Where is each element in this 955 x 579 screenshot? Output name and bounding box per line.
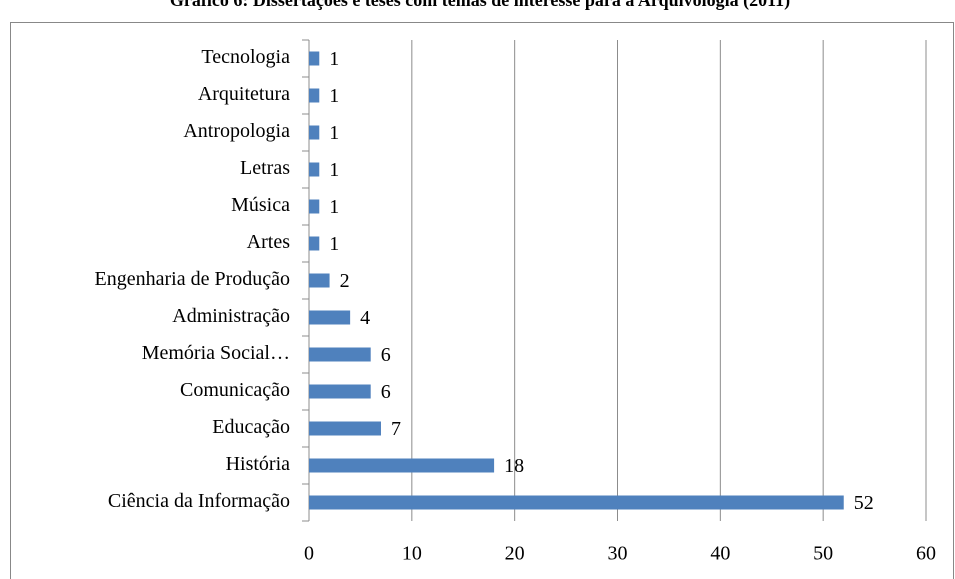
x-tick-label: 30 (608, 543, 628, 565)
data-label: 1 (329, 196, 339, 218)
bar (309, 162, 320, 177)
y-tick-label: Educação (212, 416, 290, 438)
y-tick-label: Tecnologia (201, 46, 290, 68)
data-label: 6 (381, 381, 391, 403)
y-tick-label: Música (231, 194, 290, 216)
bar (309, 199, 320, 214)
bar (309, 273, 330, 288)
bar (309, 421, 381, 436)
bar (309, 384, 371, 399)
x-tick-label: 10 (402, 543, 422, 565)
bar (309, 347, 371, 362)
bar (309, 88, 320, 103)
y-tick-label: Letras (240, 157, 290, 179)
y-tick-label: Engenharia de Produção (95, 268, 290, 290)
y-tick-label: Antropologia (183, 120, 290, 142)
bar (309, 495, 844, 510)
y-tick-label: Ciência da Informação (108, 490, 290, 512)
data-label: 2 (340, 270, 350, 292)
data-label: 52 (854, 492, 874, 514)
bar (309, 310, 351, 325)
data-label: 1 (329, 48, 339, 70)
bar (309, 125, 320, 140)
bar (309, 458, 495, 473)
chart-title: Gráfico 6: Dissertações e teses com tema… (170, 0, 790, 11)
y-tick-label: História (226, 453, 291, 475)
x-tick-label: 60 (916, 543, 936, 565)
data-label: 1 (329, 233, 339, 255)
chart-frame (10, 22, 954, 579)
bar (309, 51, 320, 66)
y-tick-label: Administração (172, 305, 290, 327)
x-tick-label: 20 (505, 543, 525, 565)
x-tick-label: 40 (710, 543, 730, 565)
data-label: 7 (391, 418, 401, 440)
y-tick-label: Comunicação (180, 379, 290, 401)
data-label: 18 (504, 455, 524, 477)
y-tick-label: Memória Social… (142, 342, 290, 364)
x-tick-label: 50 (813, 543, 833, 565)
x-tick-label: 0 (304, 543, 314, 565)
bar (309, 236, 320, 251)
data-label: 1 (329, 159, 339, 181)
data-label: 4 (360, 307, 370, 329)
y-tick-label: Artes (247, 231, 291, 253)
y-tick-label: Arquitetura (198, 83, 290, 105)
data-label: 1 (329, 122, 339, 144)
data-label: 1 (329, 85, 339, 107)
data-label: 6 (381, 344, 391, 366)
